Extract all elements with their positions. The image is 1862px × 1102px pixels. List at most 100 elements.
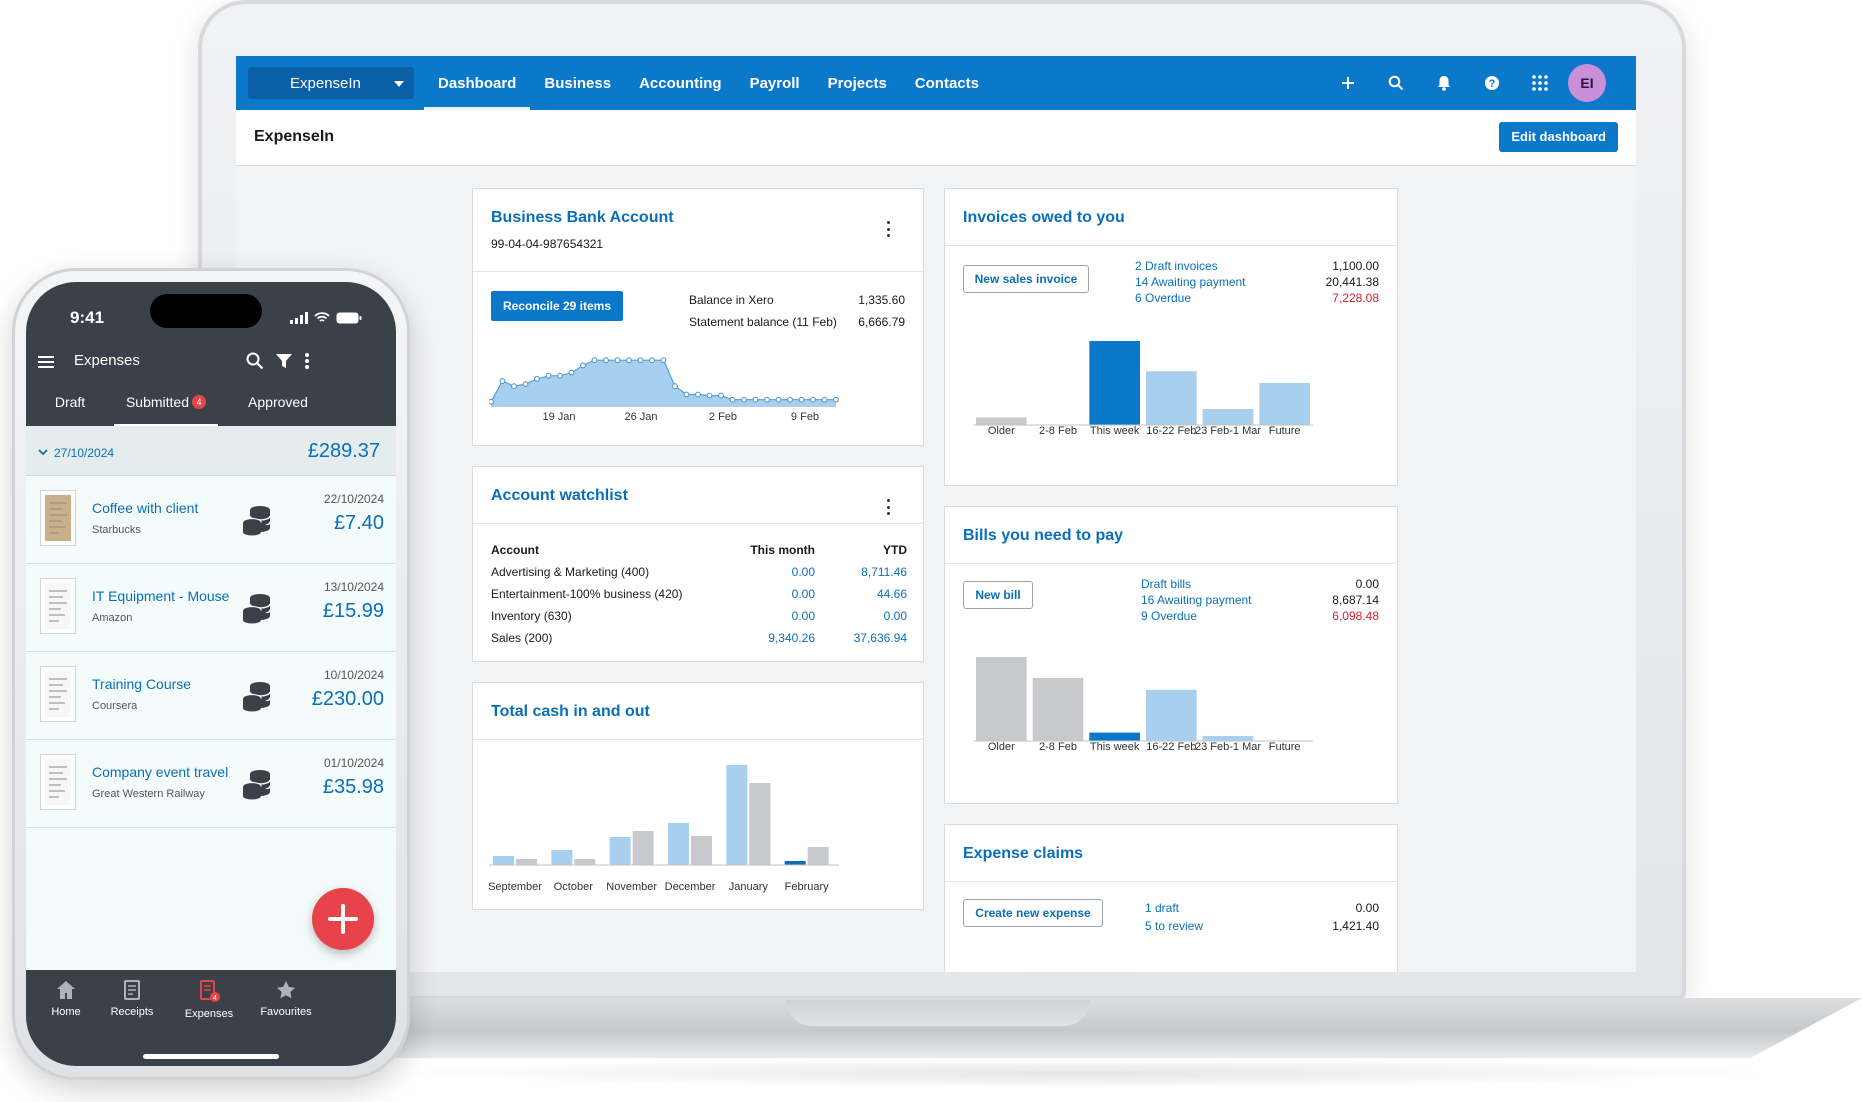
data-point[interactable] — [489, 399, 493, 404]
tab-submitted[interactable]: Submitted 4 — [114, 390, 218, 426]
data-point[interactable] — [788, 397, 793, 402]
bank-account-title[interactable]: Business Bank Account — [491, 209, 674, 227]
data-point[interactable] — [650, 358, 655, 363]
data-point[interactable] — [742, 397, 747, 402]
table-row[interactable]: Advertising & Marketing (400) 0.00 8,711… — [491, 565, 907, 583]
more-options-icon[interactable] — [887, 221, 891, 237]
bar[interactable] — [1033, 678, 1084, 741]
data-point[interactable] — [592, 358, 597, 363]
help-icon[interactable]: ? — [1468, 56, 1516, 110]
list-item[interactable]: IT Equipment - Mouse Amazon 13/10/2024 £15.… — [26, 564, 396, 652]
nav-favourites[interactable]: Favourites — [246, 980, 326, 1018]
data-point[interactable] — [673, 384, 678, 389]
ytd-value[interactable]: 37,636.94 — [854, 631, 907, 645]
add-expense-button[interactable] — [312, 888, 374, 950]
data-point[interactable] — [765, 397, 770, 402]
nav-tab-dashboard[interactable]: Dashboard — [424, 56, 530, 110]
nav-tab-business[interactable]: Business — [530, 56, 625, 110]
filter-icon[interactable] — [276, 353, 292, 369]
ytd-value[interactable]: 0.00 — [884, 609, 907, 623]
month-value[interactable]: 9,340.26 — [768, 631, 815, 645]
bar[interactable] — [516, 859, 537, 865]
stat-link[interactable]: 6 Overdue — [1135, 291, 1191, 305]
month-value[interactable]: 0.00 — [792, 609, 815, 623]
data-point[interactable] — [684, 392, 689, 397]
nav-expenses[interactable]: 4 Expenses — [169, 980, 249, 1020]
bar[interactable] — [668, 823, 689, 865]
cash-in-out-title[interactable]: Total cash in and out — [491, 703, 650, 721]
data-point[interactable] — [523, 382, 528, 387]
stat-link[interactable]: 14 Awaiting payment — [1135, 275, 1246, 289]
ytd-value[interactable]: 8,711.46 — [861, 565, 907, 579]
plus-icon[interactable] — [1324, 56, 1372, 110]
list-item[interactable]: Company event travel Great Western Railwa… — [26, 740, 396, 828]
claims-review-link[interactable]: 5 to review — [1145, 919, 1203, 933]
invoices-title[interactable]: Invoices owed to you — [963, 209, 1125, 227]
tab-approved[interactable]: Approved — [218, 390, 338, 426]
reconcile-button[interactable]: Reconcile 29 items — [491, 291, 623, 321]
bar[interactable] — [551, 850, 572, 865]
bar[interactable] — [726, 765, 747, 865]
data-point[interactable] — [707, 393, 712, 398]
user-avatar[interactable]: EI — [1568, 64, 1606, 102]
stat-link[interactable]: Draft bills — [1141, 577, 1191, 591]
month-value[interactable]: 0.00 — [792, 587, 815, 601]
create-new-expense-button[interactable]: Create new expense — [963, 899, 1103, 927]
data-point[interactable] — [661, 358, 666, 363]
apps-grid-icon[interactable] — [1516, 56, 1564, 110]
bar[interactable] — [808, 847, 829, 865]
bell-icon[interactable] — [1420, 56, 1468, 110]
bar[interactable] — [976, 657, 1027, 741]
nav-tab-projects[interactable]: Projects — [814, 56, 901, 110]
new-sales-invoice-button[interactable]: New sales invoice — [963, 265, 1089, 293]
nav-tab-accounting[interactable]: Accounting — [625, 56, 736, 110]
data-point[interactable] — [604, 358, 609, 363]
tab-draft[interactable]: Draft — [26, 390, 114, 426]
edit-dashboard-button[interactable]: Edit dashboard — [1499, 122, 1618, 152]
data-point[interactable] — [696, 392, 701, 397]
stat-link[interactable]: 2 Draft invoices — [1135, 259, 1218, 273]
table-row[interactable]: Entertainment-100% business (420) 0.00 4… — [491, 587, 907, 605]
nav-tab-contacts[interactable]: Contacts — [901, 56, 993, 110]
account-watchlist-title[interactable]: Account watchlist — [491, 487, 628, 505]
stat-link[interactable]: 9 Overdue — [1141, 609, 1197, 623]
data-point[interactable] — [822, 397, 827, 402]
data-point[interactable] — [581, 363, 586, 368]
organisation-switcher[interactable]: ExpenseIn — [248, 67, 414, 99]
data-point[interactable] — [753, 397, 758, 402]
bar[interactable] — [749, 783, 770, 865]
bar[interactable] — [691, 836, 712, 865]
new-bill-button[interactable]: New bill — [963, 581, 1033, 609]
bar[interactable] — [1146, 371, 1197, 425]
data-point[interactable] — [500, 379, 505, 384]
table-row[interactable]: Inventory (630) 0.00 0.00 — [491, 609, 907, 627]
more-vertical-icon[interactable] — [304, 353, 310, 369]
more-options-icon[interactable] — [887, 499, 891, 515]
bar[interactable] — [1203, 409, 1254, 425]
bar[interactable] — [976, 417, 1027, 425]
data-point[interactable] — [569, 370, 574, 375]
nav-tab-payroll[interactable]: Payroll — [736, 56, 814, 110]
nav-receipts[interactable]: Receipts — [92, 980, 172, 1018]
bar[interactable] — [1089, 733, 1140, 741]
data-point[interactable] — [615, 358, 620, 363]
bar[interactable] — [785, 861, 806, 865]
data-point[interactable] — [638, 358, 643, 363]
ytd-value[interactable]: 44.66 — [877, 587, 907, 601]
data-point[interactable] — [512, 384, 517, 389]
data-point[interactable] — [799, 397, 804, 402]
expense-claims-title[interactable]: Expense claims — [963, 845, 1083, 863]
table-row[interactable]: Sales (200) 9,340.26 37,636.94 — [491, 631, 907, 649]
bar[interactable] — [493, 856, 514, 865]
month-value[interactable]: 0.00 — [792, 565, 815, 579]
data-point[interactable] — [546, 373, 551, 378]
search-icon[interactable] — [1372, 56, 1420, 110]
expense-group-header[interactable]: 27/10/2024 £289.37 — [26, 426, 396, 476]
data-point[interactable] — [535, 377, 540, 382]
bar[interactable] — [633, 831, 654, 865]
chevron-down-icon[interactable] — [38, 449, 48, 457]
data-point[interactable] — [627, 358, 632, 363]
bar[interactable] — [1259, 383, 1310, 425]
claims-draft-link[interactable]: 1 draft — [1145, 901, 1179, 915]
data-point[interactable] — [776, 397, 781, 402]
